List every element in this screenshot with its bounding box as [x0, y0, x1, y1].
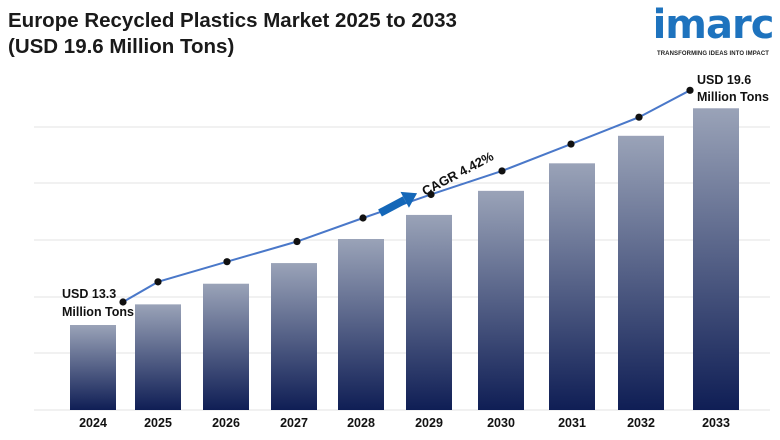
bar-2027	[271, 263, 317, 410]
trend-point-2029	[427, 190, 435, 199]
x-tick-label-2026: 2026	[212, 416, 240, 430]
x-tick-label-2025: 2025	[144, 416, 172, 430]
x-tick-label-2028: 2028	[347, 416, 375, 430]
x-tick-label-2033: 2033	[702, 416, 730, 430]
trend-point-2031	[567, 140, 575, 148]
bar-series	[70, 108, 739, 411]
end-annotation-line1: USD 19.6	[697, 73, 751, 87]
chart-title: Europe Recycled Plastics Market 2025 to …	[8, 8, 457, 60]
trend-point-2026	[223, 258, 231, 266]
x-tick-label-2027: 2027	[280, 416, 308, 430]
bar-2030	[478, 190, 524, 410]
logo-wordmark: imarc	[652, 2, 775, 48]
bar-2031	[549, 163, 595, 410]
bar-2028	[338, 239, 384, 410]
chart-title-line2: (USD 19.6 Million Tons)	[8, 35, 235, 58]
trend-point-2027	[293, 237, 301, 246]
trend-point-2028	[359, 214, 367, 222]
chart-title-line1: Europe Recycled Plastics Market 2025 to …	[8, 9, 457, 32]
cagr-arrow	[378, 191, 418, 217]
start-annotation-line2: Million Tons	[62, 305, 134, 319]
start-annotation-line1: USD 13.3	[62, 287, 116, 301]
end-annotation-line2: Million Tons	[697, 90, 769, 104]
trend-point-2024	[119, 298, 127, 306]
x-axis: 2024 2025 2026 2027 2028 2029 2030 2031 2032 2033	[79, 416, 730, 430]
bar-2026	[203, 283, 249, 410]
x-tick-label-2024: 2024	[79, 416, 107, 430]
imarc-logo: imarc TRANSFORMING IDEAS INTO IMPACT	[652, 2, 775, 62]
bar-2033	[693, 108, 739, 410]
trend-point-2025	[154, 278, 162, 286]
logo-tagline: TRANSFORMING IDEAS INTO IMPACT	[656, 51, 770, 57]
x-tick-label-2032: 2032	[627, 416, 655, 430]
x-tick-label-2030: 2030	[487, 416, 515, 430]
trend-point-2033	[686, 86, 694, 94]
bar-2032	[618, 135, 664, 411]
bar-2029	[406, 214, 452, 410]
trend-point-2032	[635, 113, 643, 121]
bar-2025	[135, 304, 181, 410]
trend-point-2030	[498, 167, 506, 175]
x-tick-label-2031: 2031	[558, 416, 586, 430]
bar-2024	[70, 325, 116, 410]
x-tick-label-2029: 2029	[415, 416, 443, 430]
